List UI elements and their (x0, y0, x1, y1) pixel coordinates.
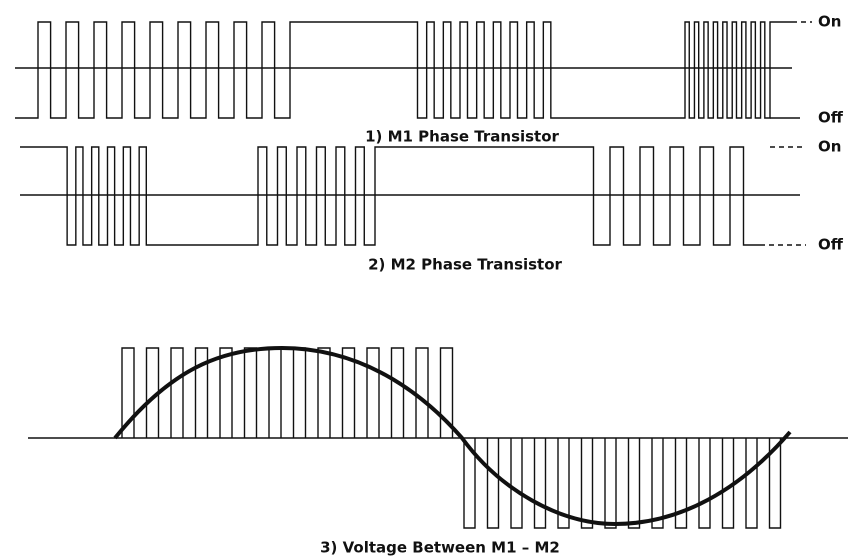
caption: 1) M1 Phase Transistor (365, 128, 559, 146)
off-label: Off (818, 236, 844, 254)
on-label: On (818, 138, 841, 156)
off-label: Off (818, 109, 844, 127)
waveform (20, 146, 760, 246)
waveform (15, 21, 792, 119)
waveform (121, 347, 454, 438)
sine-curve (113, 345, 792, 527)
caption: 2) M2 Phase Transistor (368, 256, 562, 274)
waveforms (15, 21, 792, 529)
caption: 3) Voltage Between M1 – M2 (320, 539, 560, 557)
waveform (463, 438, 782, 529)
on-label: On (818, 13, 841, 31)
